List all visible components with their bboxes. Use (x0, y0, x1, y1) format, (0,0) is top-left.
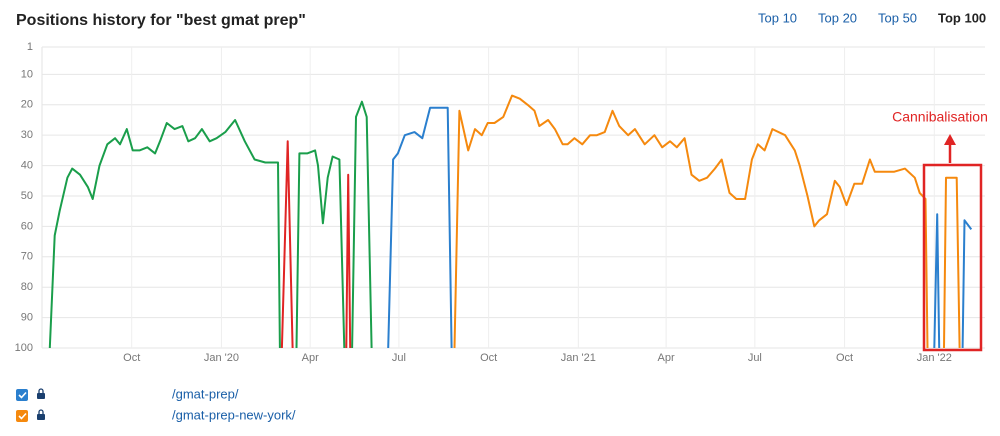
x-tick-label: Jul (392, 352, 406, 364)
tab[interactable]: Top 10 (758, 10, 797, 25)
x-tick-label: Jul (748, 352, 762, 364)
arrow-head (944, 134, 956, 145)
legend-checkbox[interactable] (16, 389, 28, 401)
x-tick-label: Oct (123, 352, 140, 364)
tabs: Top 10 Top 20 Top 50 Top 100 (758, 10, 986, 25)
y-tick-label: 80 (21, 281, 33, 293)
tab[interactable]: Top 20 (818, 10, 857, 25)
x-tick-label: Apr (658, 352, 675, 364)
y-tick-label: 20 (21, 99, 33, 111)
y-tick-label: 50 (21, 190, 33, 202)
y-tick-label: 100 (15, 342, 33, 354)
series-line (387, 106, 973, 349)
series-line (48, 100, 373, 349)
y-tick-label: 10 (21, 68, 33, 80)
page-title: Positions history for "best gmat prep" (16, 12, 306, 29)
y-tick-label: 90 (21, 312, 33, 324)
tab[interactable]: Top 100 (938, 10, 986, 25)
legend-check (18, 391, 27, 399)
lock-shackle (38, 409, 44, 414)
legend-checkbox[interactable] (16, 410, 28, 422)
lock-shackle (38, 388, 44, 393)
y-tick-label: 40 (21, 159, 33, 171)
series-line (280, 140, 352, 349)
y-tick-label: 1 (27, 41, 33, 53)
highlight-box (922, 163, 983, 352)
legend-label[interactable]: /gmat-prep-new-york/ (172, 407, 296, 422)
x-tick-label: Jan '22 (917, 352, 952, 364)
x-tick-label: Apr (302, 352, 319, 364)
series-line (453, 94, 961, 349)
x-tick-label: Jan '21 (561, 352, 596, 364)
tab[interactable]: Top 50 (878, 10, 917, 25)
legend-check (18, 412, 27, 420)
legend-label[interactable]: /gmat-prep/ (172, 386, 239, 401)
x-tick-label: Jan '20 (204, 352, 239, 364)
y-tick-label: 60 (21, 220, 33, 232)
lock-icon (37, 393, 45, 399)
y-tick-label: 70 (21, 251, 33, 263)
x-tick-label: Oct (836, 352, 853, 364)
lock-icon (37, 414, 45, 420)
x-tick-label: Oct (480, 352, 497, 364)
annotation: Cannibalisation (892, 109, 988, 125)
y-tick-label: 30 (21, 129, 33, 141)
